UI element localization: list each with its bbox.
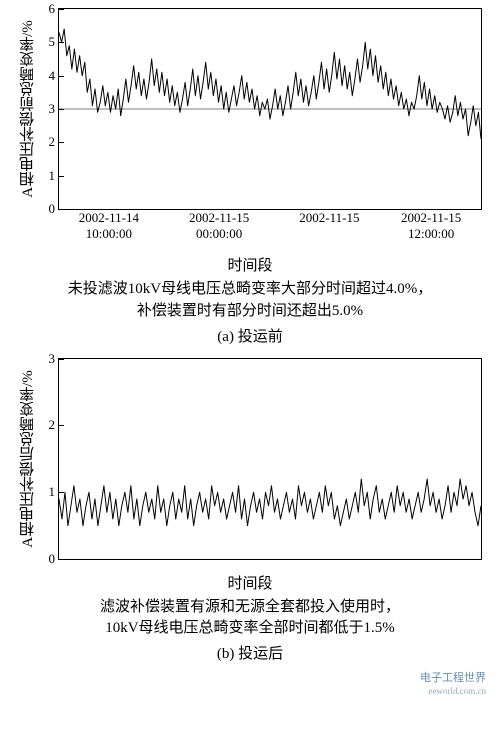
chart-a-plotarea: A相电压补偿前总畸变率/% 0123456 bbox=[58, 8, 482, 210]
chart-b-caption: 滤波补偿装置有源和无源全套都投入使用时， 10kV母线电压总畸变率全部时间都低于… bbox=[16, 597, 484, 641]
chart-b-xlabel: 时间段 bbox=[8, 572, 492, 593]
chart-b-svg bbox=[59, 359, 481, 559]
chart-b-caption-l1: 滤波补偿装置有源和无源全套都投入使用时， bbox=[100, 599, 400, 615]
chart-b-caption-l2: 10kV母线电压总畸变率全部时间都低于1.5% bbox=[105, 620, 395, 636]
panel-a: A相电压补偿前总畸变率/% 0123456 2002-11-1410:00:00… bbox=[8, 8, 492, 346]
chart-b-plotarea: A相电压补偿后总畸变率/% 0123 bbox=[58, 358, 482, 560]
chart-a-caption-l2: 补偿装置时有部分时间还超出5.0% bbox=[137, 303, 363, 319]
chart-b-xticks bbox=[58, 560, 482, 570]
panel-b: A相电压补偿后总畸变率/% 0123 时间段 滤波补偿装置有源和无源全套都投入使… bbox=[8, 358, 492, 664]
chart-b-subtitle: (b) 投运后 bbox=[8, 642, 492, 663]
chart-a-caption-l1: 未投滤波10kV母线电压总畸变率大部分时间超过4.0%， bbox=[68, 281, 433, 297]
chart-b-yticks: 0123 bbox=[31, 359, 55, 559]
chart-a-yticks: 0123456 bbox=[31, 9, 55, 209]
chart-a-subtitle: (a) 投运前 bbox=[8, 325, 492, 346]
chart-a-xticks: 2002-11-1410:00:002002-11-1500:00:002002… bbox=[58, 210, 482, 252]
chart-a-svg bbox=[59, 9, 481, 209]
footer-watermark: 电子工程世界 eeworld.com.cn bbox=[8, 669, 492, 697]
chart-a-xlabel: 时间段 bbox=[8, 254, 492, 275]
footer-brand: 电子工程世界 bbox=[420, 672, 486, 684]
chart-a-caption: 未投滤波10kV母线电压总畸变率大部分时间超过4.0%， 补偿装置时有部分时间还… bbox=[16, 279, 484, 323]
footer-url: eeworld.com.cn bbox=[429, 686, 486, 696]
